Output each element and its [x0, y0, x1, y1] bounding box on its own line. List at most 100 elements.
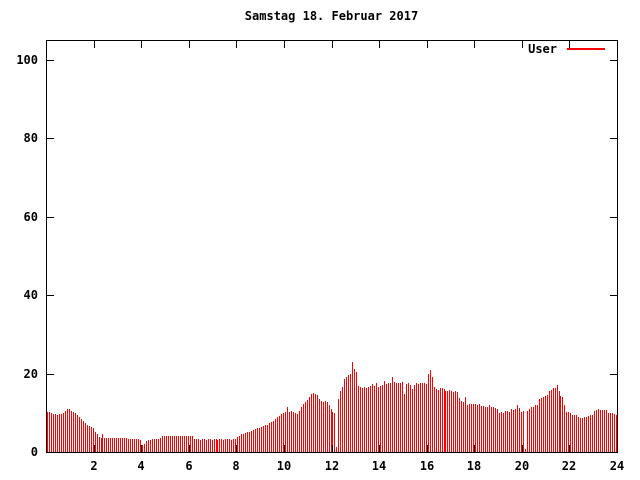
bar	[239, 436, 240, 452]
bar	[269, 423, 270, 452]
bar	[249, 432, 250, 452]
bar	[600, 410, 601, 452]
bar	[174, 436, 175, 452]
bar	[440, 388, 441, 452]
bar	[267, 425, 268, 452]
bar	[241, 434, 242, 452]
bar	[190, 436, 191, 452]
bar	[513, 410, 514, 452]
y-tick-label: 80	[23, 130, 38, 145]
bar	[386, 384, 387, 452]
bar	[473, 404, 474, 452]
bar	[444, 389, 445, 452]
bar	[172, 436, 173, 452]
bar	[436, 389, 437, 452]
bar	[477, 405, 478, 452]
bar	[555, 388, 556, 452]
bar	[192, 436, 193, 452]
bar	[576, 415, 577, 452]
bar	[572, 415, 573, 452]
bar	[102, 434, 103, 452]
bar	[194, 439, 195, 452]
bar	[610, 413, 611, 452]
bar	[533, 407, 534, 452]
bar	[212, 440, 213, 452]
bar	[453, 392, 454, 452]
bar	[305, 402, 306, 452]
bar	[67, 409, 68, 452]
bar	[608, 413, 609, 452]
x-tick-label: 16	[419, 459, 435, 473]
bar	[214, 439, 215, 452]
bar	[247, 432, 248, 452]
x-tick-label: 6	[185, 459, 193, 473]
bar	[51, 413, 52, 452]
bar	[372, 384, 373, 452]
y-tick-label: 20	[23, 366, 38, 381]
bar	[471, 404, 472, 452]
bar	[233, 439, 234, 452]
bar	[71, 411, 72, 452]
bar	[108, 438, 109, 452]
bar	[301, 407, 302, 452]
bar	[245, 433, 246, 452]
chart-title: Samstag 18. Februar 2017	[244, 9, 419, 23]
bar	[410, 385, 411, 452]
bar	[313, 393, 314, 452]
bar	[505, 411, 506, 452]
bar	[511, 409, 512, 452]
bar	[182, 436, 183, 452]
bar	[338, 399, 339, 452]
bar	[501, 412, 502, 452]
bar	[580, 418, 581, 452]
bar	[283, 413, 284, 452]
bar	[414, 385, 415, 452]
bar	[265, 425, 266, 452]
bar	[106, 438, 107, 452]
bar	[315, 394, 316, 452]
bar	[479, 404, 480, 452]
bar	[130, 439, 131, 452]
bar	[271, 422, 272, 452]
bar	[255, 429, 256, 452]
bar	[219, 439, 220, 452]
bar	[562, 397, 563, 452]
bar	[158, 439, 159, 452]
bar	[614, 414, 615, 452]
bar	[311, 394, 312, 452]
bar	[358, 386, 359, 452]
bar	[144, 444, 145, 452]
bar	[170, 436, 171, 452]
bar	[392, 377, 393, 452]
bar	[83, 421, 84, 452]
bar	[364, 387, 365, 452]
bar	[420, 383, 421, 452]
bar	[604, 410, 605, 452]
bar	[128, 439, 129, 452]
bar	[124, 438, 125, 452]
bar	[525, 449, 526, 452]
bar	[459, 398, 460, 452]
bar	[374, 386, 375, 452]
bar	[166, 436, 167, 452]
bar	[382, 385, 383, 452]
x-tick-label: 20	[514, 459, 530, 473]
bar	[89, 426, 90, 452]
bar	[309, 397, 310, 452]
bar	[307, 400, 308, 452]
bar	[104, 438, 105, 452]
bar	[551, 390, 552, 452]
bar	[350, 374, 351, 452]
bar	[588, 416, 589, 452]
bar	[612, 413, 613, 452]
bar	[497, 409, 498, 452]
bar	[287, 407, 288, 452]
bar	[590, 415, 591, 452]
bar	[120, 438, 121, 452]
bar	[273, 421, 274, 452]
bar	[319, 399, 320, 452]
bar	[110, 438, 111, 452]
bar	[289, 412, 290, 452]
bar	[370, 386, 371, 452]
